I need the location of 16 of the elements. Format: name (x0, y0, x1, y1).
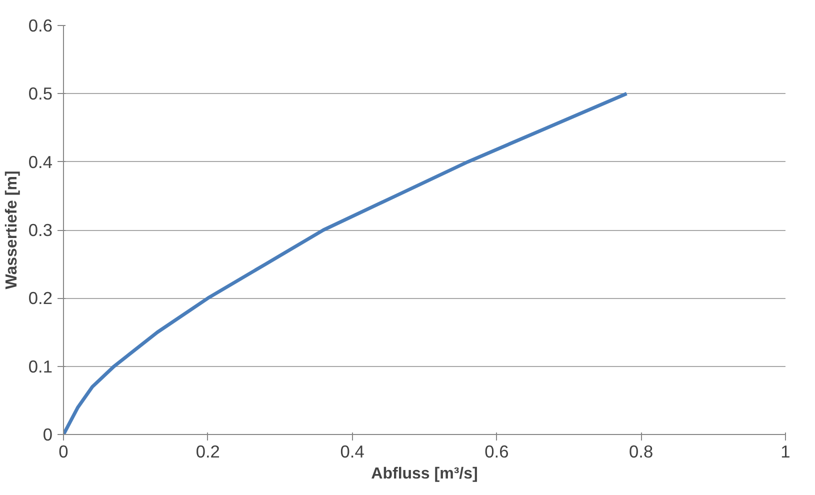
y-tick-label: 0.2 (28, 288, 53, 308)
x-tick-label: 0.8 (629, 442, 654, 462)
y-tick-label: 0.1 (28, 356, 53, 376)
x-tick-label: 0 (58, 442, 68, 462)
y-tick-label: 0.3 (28, 220, 53, 240)
x-tick-label: 0.2 (196, 442, 220, 462)
y-axis-title: Wassertiefe [m] (3, 170, 20, 290)
y-tick-label: 0.5 (28, 84, 53, 104)
x-tick-label: 0.4 (340, 442, 365, 462)
x-axis-title: Abfluss [m³/s] (371, 466, 478, 482)
x-tick-label: 1 (780, 442, 790, 462)
line-series (64, 92, 628, 434)
x-tick-label: 0.6 (484, 442, 509, 462)
y-tick-label: 0.4 (28, 152, 53, 172)
y-tick-label: 0.6 (28, 16, 53, 36)
y-tick-label: 0 (42, 424, 53, 444)
